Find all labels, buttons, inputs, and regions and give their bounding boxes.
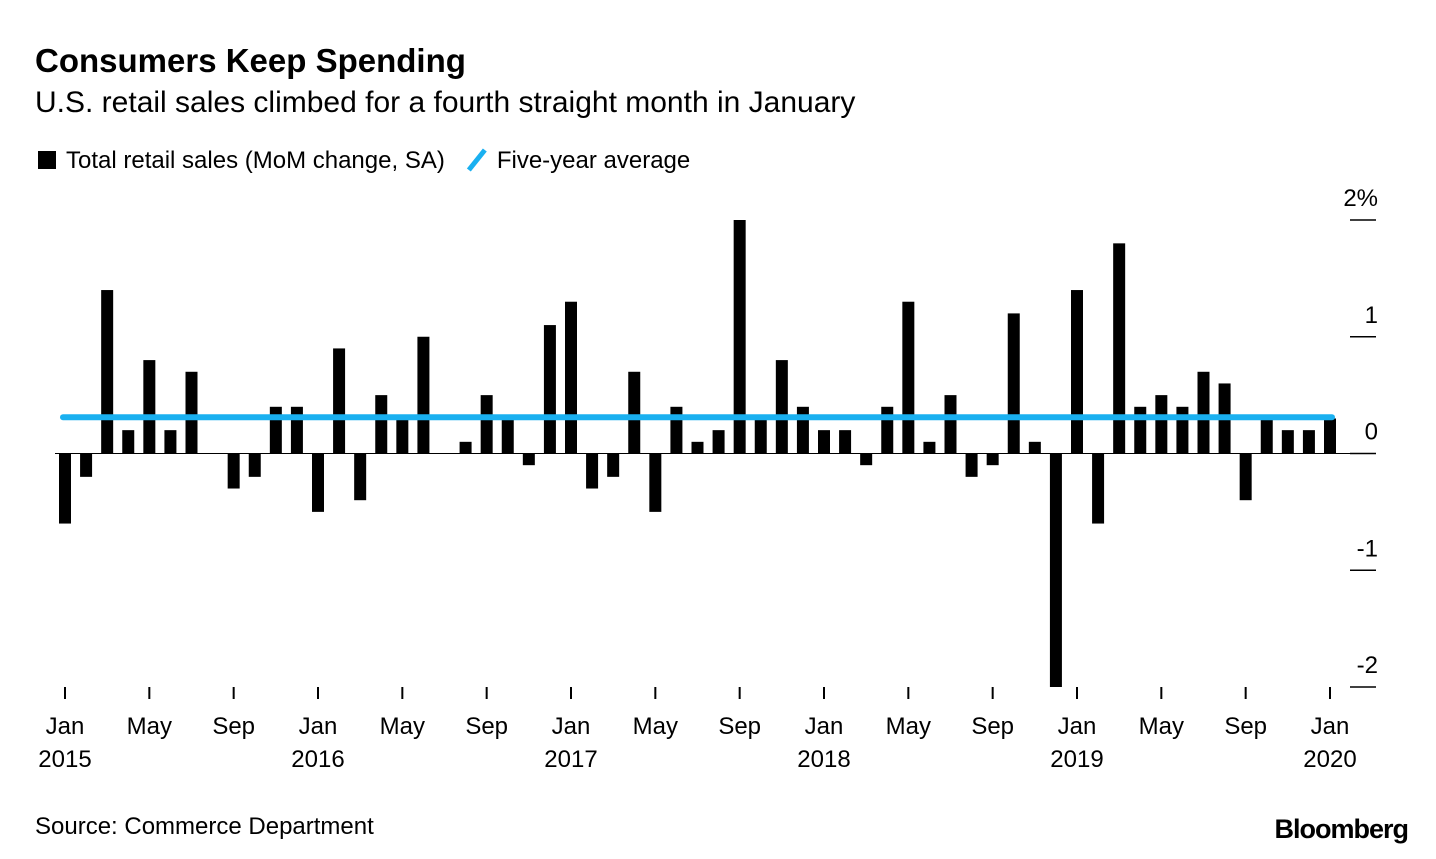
bar [59,453,71,524]
bar [1071,290,1083,454]
y-tick-label: 0 [1365,419,1378,446]
bar [80,453,93,477]
bar [1239,453,1252,501]
bar [586,453,599,489]
bar [965,453,978,477]
bar [543,325,556,454]
bar [902,301,915,454]
x-tick-label: Sep [971,713,1014,740]
bar [712,430,725,454]
x-tick-label: Jan 2015 [38,713,91,773]
bar [1155,395,1168,454]
bar [1092,453,1105,524]
x-tick-label: Sep [212,713,255,740]
bar [122,430,135,454]
bar [565,301,577,454]
x-tick-label: Jan 2019 [1050,713,1103,773]
bar [1176,406,1189,454]
bar [796,406,809,454]
y-tick-label: -2 [1357,652,1378,679]
bar [923,441,936,454]
bar [333,348,346,454]
x-tick-label: May [380,713,425,740]
bar [1260,418,1273,454]
bar [1007,313,1020,454]
bar [607,453,620,477]
bar [143,360,156,454]
bar [501,418,514,454]
bar [775,360,788,454]
bar [1281,430,1294,454]
bar [881,406,894,454]
bar [101,290,114,454]
bar [248,453,261,477]
bar [986,453,999,466]
x-tick-label: May [633,713,678,740]
chart-subtitle: U.S. retail sales climbed for a fourth s… [35,86,855,119]
legend-swatch [38,151,56,169]
brand: Bloomberg [1274,814,1408,844]
bar [480,395,493,454]
x-tick-label: Jan 2016 [291,713,344,773]
bar [417,336,430,454]
bar [1028,441,1041,454]
bar [290,406,303,454]
x-tick-label: May [127,713,172,740]
bar [1113,243,1126,454]
legend-label: Total retail sales (MoM change, SA) [66,147,445,174]
bar [860,453,873,466]
bar [269,406,282,454]
bar [818,430,830,454]
x-tick-label: May [886,713,931,740]
bar [1197,371,1210,454]
bar [649,453,662,512]
bar [354,453,367,501]
bar [375,395,388,454]
bar [227,453,240,489]
y-tick-label: -1 [1357,535,1378,562]
bar [459,441,472,454]
y-tick-label: 1 [1365,302,1378,329]
x-tick-label: Jan 2018 [797,713,850,773]
chart-title: Consumers Keep Spending [35,42,466,79]
bar [312,453,324,512]
bar [628,371,641,454]
bar [754,418,767,454]
x-tick-label: May [1139,713,1184,740]
y-tick-label: 2% [1343,185,1378,212]
legend-swatch [466,148,487,172]
bar [1324,418,1336,454]
x-tick-label: Jan 2020 [1303,713,1356,773]
bar [185,371,198,454]
source: Source: Commerce Department [35,813,374,840]
bar [396,418,409,454]
bar [733,220,746,454]
x-tick-label: Sep [465,713,508,740]
x-tick-label: Sep [718,713,761,740]
x-tick-label: Jan 2017 [544,713,597,773]
bar [1049,453,1062,687]
bar [944,395,957,454]
bar [691,441,704,454]
bar [1134,406,1147,454]
bar [839,430,852,454]
bar [670,406,683,454]
bar [164,430,177,454]
bar [1302,430,1315,454]
legend-label: Five-year average [497,147,690,174]
bar [522,453,535,466]
x-tick-label: Sep [1224,713,1267,740]
